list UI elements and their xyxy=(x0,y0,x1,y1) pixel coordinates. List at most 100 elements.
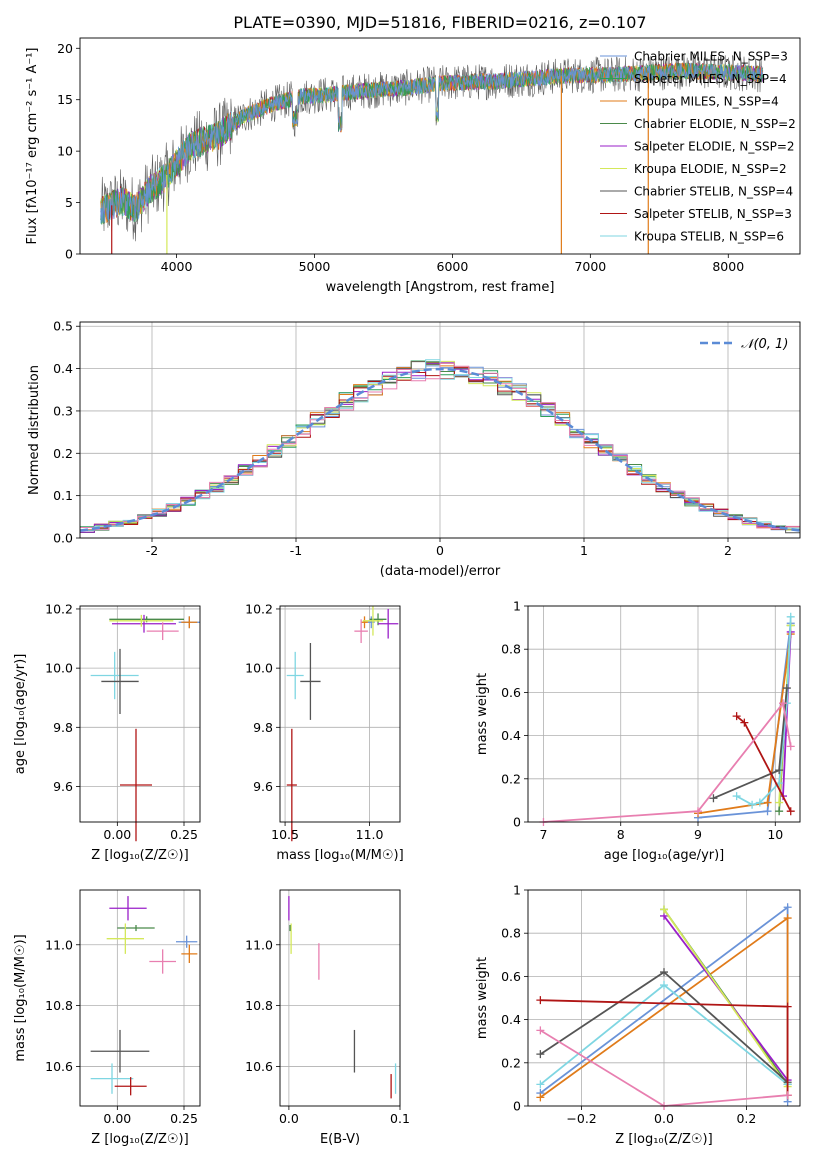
errorbar-point xyxy=(300,642,321,720)
x-tick-label: 7 xyxy=(539,827,547,842)
x-tick-label: 4000 xyxy=(161,259,193,274)
series-path xyxy=(663,908,789,1088)
panel-mass_vs_Z: 0.00 0.25 10.6 10.8 11.0 Z [log₁₀(Z/Z☉)] mass … xyxy=(13,889,201,1147)
y-tick-label: 9.6 xyxy=(53,779,73,794)
data-point xyxy=(660,981,668,990)
errorbar-point xyxy=(109,896,147,921)
errorbar-point xyxy=(117,924,155,932)
data-point xyxy=(783,914,792,923)
y-tick-label: 0.3 xyxy=(53,403,73,418)
x-axis-label: Z [log₁₀(Z/Z☉)] xyxy=(615,1132,712,1147)
data-point xyxy=(786,612,795,621)
legend-entry: Chabrier STELIB, N_SSP=4 xyxy=(634,185,793,199)
x-axis-label: Z [log₁₀(Z/Z☉)] xyxy=(91,848,188,863)
errorbar-point xyxy=(181,616,198,629)
legend-entry: Salpeter MILES, N_SSP=4 xyxy=(634,72,787,86)
data-point xyxy=(536,1080,545,1089)
errorbar-point xyxy=(149,949,176,974)
errorbar-point xyxy=(120,728,152,842)
data-point xyxy=(786,742,795,751)
data-point xyxy=(709,794,718,803)
data-point xyxy=(732,792,741,801)
histogram-line xyxy=(80,362,800,531)
x-tick-label: 0.00 xyxy=(103,827,131,842)
y-tick-label: 10.2 xyxy=(245,601,273,616)
data-point xyxy=(755,798,764,807)
data-point xyxy=(775,798,784,807)
figure-title: PLATE=0390, MJD=51816, FIBERID=0216, z=0… xyxy=(233,13,646,32)
data-point xyxy=(783,1002,792,1011)
data-point xyxy=(783,1091,792,1100)
data-point xyxy=(775,766,784,775)
data-point xyxy=(740,718,749,727)
y-axis-label: mass weight xyxy=(475,673,490,755)
data-point xyxy=(775,807,784,816)
y-tick-label: 0 xyxy=(513,1099,521,1114)
errorbar-point xyxy=(181,944,198,964)
x-tick-label: -2 xyxy=(146,543,158,558)
panel-age_vs_mass: 10.5 11.0 9.6 9.8 10.0 10.2 mass [log₁₀(M/M☉)] xyxy=(245,601,404,863)
data-point xyxy=(763,798,772,807)
data-point xyxy=(660,905,668,914)
x-axis-label: mass [log₁₀(M/M☉)] xyxy=(276,848,403,863)
histograms xyxy=(80,359,800,534)
errorbar-point xyxy=(286,651,304,700)
x-axis-label: E(B-V) xyxy=(320,1132,360,1147)
axes-frame xyxy=(79,37,801,255)
x-tick-label: -1 xyxy=(290,543,302,558)
errorbar-point xyxy=(101,648,139,714)
y-axis-label: Flux [fλ10⁻¹⁷ erg cm⁻² s⁻¹ A⁻¹] xyxy=(25,48,40,245)
x-axis-label: wavelength [Angstrom, rest frame] xyxy=(326,280,555,295)
y-tick-label: 0.2 xyxy=(501,1055,521,1070)
x-tick-label: 8000 xyxy=(712,259,744,274)
data-point xyxy=(536,996,545,1005)
y-tick-label: 10.0 xyxy=(245,661,273,676)
data-point xyxy=(779,699,787,708)
y-tick-label: 0.2 xyxy=(501,771,521,786)
legend-entry: Kroupa STELIB, N_SSP=6 xyxy=(634,230,784,244)
x-axis-label: (data-model)/error xyxy=(380,564,501,579)
axes-frame xyxy=(279,889,401,1107)
x-tick-label: 0.2 xyxy=(736,1111,756,1126)
y-tick-label: 0.4 xyxy=(501,1012,521,1027)
y-tick-label: 10.6 xyxy=(45,1059,73,1074)
panel-weight_vs_age: 7 8 9 10 0 0.2 0.4 0.6 0.8 1 age [log₁₀(age/yr)] ma… xyxy=(475,599,801,863)
x-tick-label: 0.25 xyxy=(170,827,198,842)
series-line xyxy=(539,699,795,826)
errorbar-point xyxy=(354,619,368,643)
x-tick-label: 7000 xyxy=(574,259,606,274)
errorbar-point xyxy=(176,935,198,948)
x-tick-label: 0.25 xyxy=(170,1111,198,1126)
errorbar-point xyxy=(362,606,384,636)
data-point xyxy=(536,1050,545,1059)
legend-entry: 𝒩(0, 1) xyxy=(741,337,788,352)
y-tick-label: 0.6 xyxy=(501,685,521,700)
x-axis-label: age [log₁₀(age/yr)] xyxy=(604,848,725,863)
y-tick-label: 0.4 xyxy=(53,361,73,376)
legend-entry: Salpeter ELODIE, N_SSP=2 xyxy=(634,140,795,154)
y-tick-label: 0.6 xyxy=(501,969,521,984)
x-tick-label: −0.2 xyxy=(566,1111,596,1126)
errorbar-point xyxy=(367,616,375,629)
y-tick-label: 20 xyxy=(57,41,73,56)
panel-weight_vs_Z: −0.2 0.0 0.2 0 0.2 0.4 0.6 0.8 1 Z [log₁₀(Z/Z☉)] m… xyxy=(475,883,801,1147)
x-tick-label: 0.1 xyxy=(390,1111,410,1126)
x-tick-label: 8 xyxy=(617,827,625,842)
y-tick-label: 0.0 xyxy=(53,531,73,546)
panel-mass_vs_ebv: 0.0 0.1 10.6 10.8 11.0 E(B-V) xyxy=(245,889,410,1147)
y-tick-label: 10.0 xyxy=(45,661,73,676)
panel-residuals: -2 -1 0 1 2 0.0 0.1 0.2 0.3 0.4 0.5 (data-model)/er… xyxy=(27,319,801,579)
y-tick-label: 0.4 xyxy=(501,728,521,743)
axes-frame xyxy=(79,889,201,1107)
y-tick-label: 10.2 xyxy=(45,601,73,616)
y-tick-label: 0.1 xyxy=(53,488,73,503)
x-tick-label: 6000 xyxy=(437,259,469,274)
data-point xyxy=(536,1026,545,1035)
y-tick-label: 0.5 xyxy=(53,319,73,334)
y-axis-label: Normed distribution xyxy=(27,365,42,495)
errorbar-point xyxy=(90,1029,150,1073)
errorbar-point xyxy=(286,728,297,842)
legend-entry: Chabrier MILES, N_SSP=3 xyxy=(634,50,788,64)
y-tick-label: 5 xyxy=(65,195,73,210)
errorbar-point xyxy=(378,608,399,639)
